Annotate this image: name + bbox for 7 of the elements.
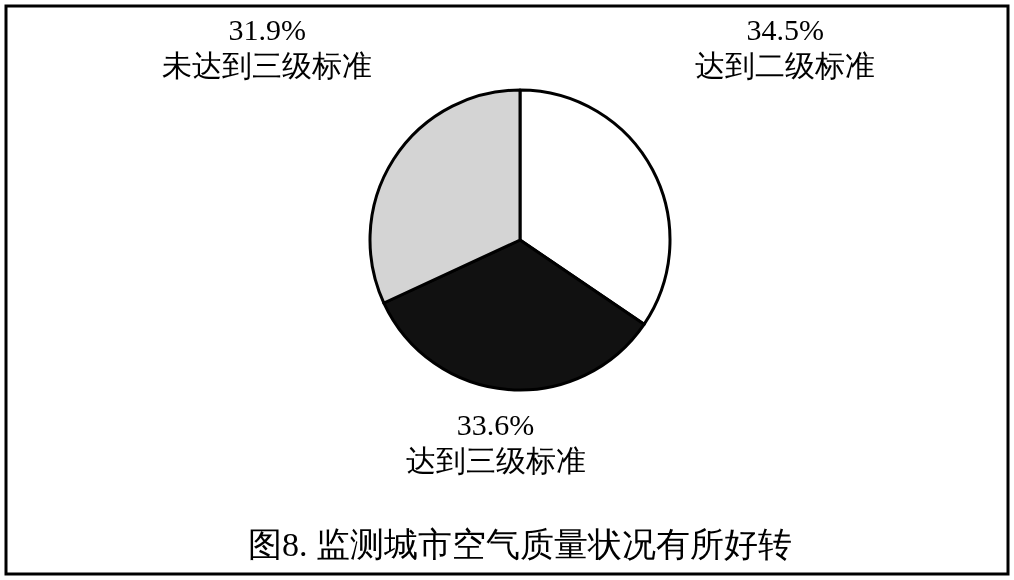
data-label: 34.5% xyxy=(746,13,824,46)
slice-label: 达到三级标准 xyxy=(405,444,586,477)
data-label: 33.6% xyxy=(456,408,535,441)
slice-label: 达到二级标准 xyxy=(695,49,876,82)
text: 图8. 监测城市空气质量状况有所好转 xyxy=(248,526,792,563)
data-label: 31.9% xyxy=(228,13,306,46)
slice-label: 未达到三级标准 xyxy=(162,49,373,82)
